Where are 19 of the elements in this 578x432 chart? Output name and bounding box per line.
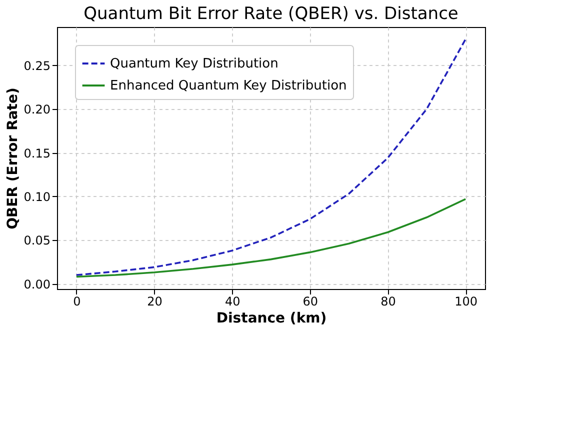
line-series <box>76 38 466 276</box>
y-tick-label: 0.20 <box>24 102 50 117</box>
y-axis-title: QBER (Error Rate) <box>4 88 21 230</box>
legend-label: Quantum Key Distribution <box>110 56 278 72</box>
x-tick-label: 100 <box>454 294 478 308</box>
x-tick-label: 40 <box>224 294 240 308</box>
legend-label: Enhanced Quantum Key Distribution <box>110 78 347 94</box>
y-tick-label: 0.10 <box>24 190 50 204</box>
x-axis-title: Distance (km) <box>216 310 327 326</box>
x-tick-label: 20 <box>147 294 162 308</box>
y-tick-label: 0.05 <box>24 234 50 248</box>
y-tick-label: 0.25 <box>24 58 50 73</box>
chart-title: Quantum Bit Error Rate (QBER) vs. Distance <box>84 4 458 24</box>
x-tick-label: 60 <box>302 294 318 308</box>
y-tick-label: 0.15 <box>24 146 50 160</box>
x-tick-label: 0 <box>73 294 81 308</box>
x-tick-label: 80 <box>380 294 396 308</box>
y-tick-label: 0.00 <box>24 277 50 292</box>
line-series <box>76 198 466 278</box>
